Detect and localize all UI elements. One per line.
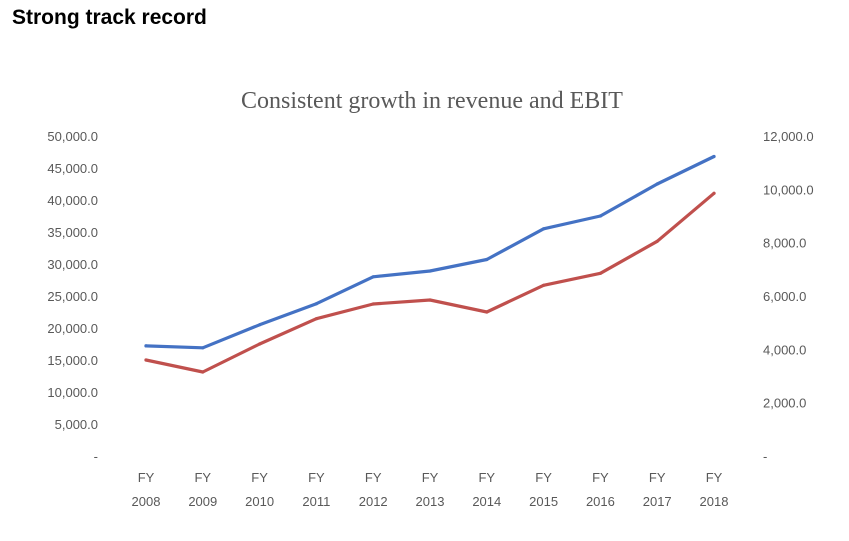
data-point (314, 317, 318, 321)
data-point (598, 271, 603, 275)
left-tick-label: 35,000.0 (47, 225, 98, 240)
data-point (542, 227, 546, 231)
left-tick-label: 30,000.0 (47, 257, 98, 272)
right-tick-label: 8,000.0 (763, 236, 806, 251)
data-point (371, 275, 375, 279)
x-tick-label-line2: 2015 (529, 494, 558, 509)
left-tick-label: 40,000.0 (47, 193, 98, 208)
x-tick-label-line1: FY (478, 470, 495, 485)
right-tick-label: 4,000.0 (763, 342, 806, 357)
right-tick-label: - (763, 449, 767, 464)
left-tick-label: 20,000.0 (47, 321, 98, 336)
data-point (371, 302, 375, 306)
data-point (655, 182, 659, 186)
data-point (144, 344, 148, 348)
x-axis: FY 2008 FY 2009 FY 2010 FY 2011 FY 2012 FY 2013 FY 20… (132, 470, 729, 509)
data-point (201, 370, 205, 374)
data-point (542, 283, 546, 287)
x-tick-label-line1: FY (251, 470, 268, 485)
series-lines (144, 154, 716, 374)
x-tick-label-line2: 2017 (643, 494, 672, 509)
x-tick-label-line2: 2012 (359, 494, 388, 509)
x-tick-label-line1: FY (365, 470, 382, 485)
left-tick-label: 5,000.0 (55, 417, 98, 432)
data-point (712, 191, 716, 195)
left-axis: - 5,000.0 10,000.0 15,000.0 20,000.0 25,000.0… (47, 129, 98, 464)
data-point (428, 269, 432, 273)
left-tick-label: 50,000.0 (47, 129, 98, 144)
left-tick-label: 25,000.0 (47, 289, 98, 304)
x-tick-label-line2: 2018 (700, 494, 729, 509)
right-tick-label: 10,000.0 (763, 182, 814, 197)
x-tick-label-line2: 2013 (416, 494, 445, 509)
data-point (144, 358, 148, 362)
right-tick-label: 2,000.0 (763, 396, 806, 411)
right-axis: - 2,000.0 4,000.0 6,000.0 8,000.0 10,000.0 12,… (763, 129, 814, 464)
right-tick-label: 12,000.0 (763, 129, 814, 144)
series-line-blue (144, 154, 716, 350)
right-tick-label: 6,000.0 (763, 289, 806, 304)
data-point (655, 239, 659, 243)
x-tick-label-line2: 2008 (132, 494, 161, 509)
x-tick-label-line1: FY (535, 470, 552, 485)
left-tick-label: 10,000.0 (47, 385, 98, 400)
data-point (314, 302, 318, 306)
x-tick-label-line2: 2010 (245, 494, 274, 509)
x-tick-label-line1: FY (592, 470, 609, 485)
x-tick-label-line1: FY (308, 470, 325, 485)
data-point (485, 257, 489, 262)
x-tick-label-line1: FY (706, 470, 723, 485)
data-point (598, 214, 603, 218)
x-tick-label-line2: 2016 (586, 494, 615, 509)
chart-title: Consistent growth in revenue and EBIT (241, 88, 623, 114)
left-tick-label: - (94, 449, 98, 464)
x-tick-label-line2: 2014 (472, 494, 501, 509)
x-tick-label-line1: FY (194, 470, 211, 485)
x-tick-label-line1: FY (138, 470, 155, 485)
x-tick-label-line2: 2011 (302, 494, 330, 509)
slide-title: Strong track record (12, 6, 207, 29)
data-point (485, 310, 489, 314)
left-tick-label: 15,000.0 (47, 353, 98, 368)
x-tick-label-line1: FY (649, 470, 666, 485)
series-line-red (144, 191, 716, 374)
left-tick-label: 45,000.0 (47, 161, 98, 176)
data-point (428, 298, 432, 302)
data-point (201, 346, 205, 350)
x-tick-label-line2: 2009 (188, 494, 217, 509)
data-point (258, 323, 262, 327)
x-tick-label-line1: FY (422, 470, 439, 485)
data-point (258, 342, 262, 346)
data-point (712, 154, 716, 159)
